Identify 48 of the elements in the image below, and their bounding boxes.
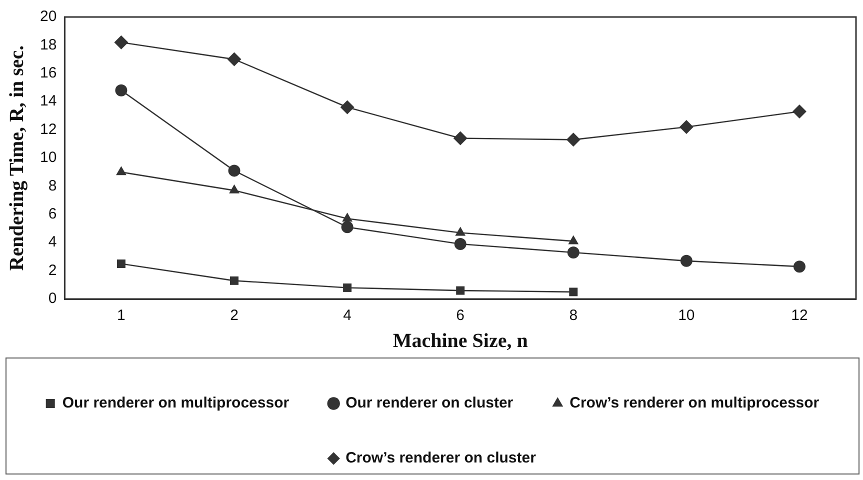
x-tick-label: 8 bbox=[569, 307, 578, 324]
y-tick-label: 0 bbox=[48, 290, 57, 308]
point bbox=[340, 100, 354, 114]
legend-label: Crow’s renderer on cluster bbox=[346, 450, 536, 467]
point bbox=[792, 104, 806, 118]
point bbox=[453, 131, 468, 146]
point bbox=[343, 283, 352, 292]
point bbox=[679, 120, 694, 134]
legend-label: Crow’s renderer on multiprocessor bbox=[570, 394, 820, 412]
y-tick-label: 16 bbox=[40, 64, 57, 82]
x-tick-label: 10 bbox=[678, 307, 695, 324]
point bbox=[227, 52, 242, 66]
y-tick-label: 2 bbox=[48, 262, 57, 279]
point bbox=[229, 184, 240, 194]
y-tick-label: 20 bbox=[40, 8, 57, 26]
point bbox=[680, 254, 692, 267]
point bbox=[569, 288, 578, 296]
point bbox=[566, 132, 580, 147]
x-axis-title: Machine Size, n bbox=[392, 330, 528, 352]
point bbox=[228, 164, 240, 177]
point bbox=[116, 260, 126, 268]
point bbox=[114, 35, 128, 50]
point bbox=[568, 235, 579, 244]
x-tick-label: 1 bbox=[117, 307, 126, 324]
point bbox=[456, 286, 465, 295]
point bbox=[341, 221, 354, 234]
legend-label: Our renderer on cluster bbox=[346, 394, 514, 412]
point bbox=[567, 246, 580, 258]
x-tick-label: 2 bbox=[230, 307, 238, 324]
point bbox=[230, 276, 238, 285]
y-tick-label: 10 bbox=[40, 149, 57, 166]
x-tick-label: 6 bbox=[456, 307, 465, 324]
x-tick-label: 12 bbox=[791, 307, 808, 324]
y-tick-label: 6 bbox=[48, 206, 57, 223]
y-tick-label: 12 bbox=[40, 120, 57, 138]
y-axis-title: Rendering Time, R, in sec. bbox=[6, 45, 28, 271]
y-tick-label: 8 bbox=[48, 177, 57, 194]
point bbox=[454, 238, 466, 250]
y-tick-label: 4 bbox=[48, 234, 57, 251]
x-tick-label: 4 bbox=[343, 307, 352, 324]
point bbox=[342, 212, 352, 222]
point bbox=[116, 166, 126, 176]
legend-label: Our renderer on multiprocessor bbox=[62, 394, 290, 412]
point bbox=[793, 260, 806, 273]
point bbox=[455, 226, 466, 236]
y-tick-label: 18 bbox=[40, 36, 57, 54]
point bbox=[115, 84, 128, 96]
y-tick-label: 14 bbox=[40, 92, 57, 110]
